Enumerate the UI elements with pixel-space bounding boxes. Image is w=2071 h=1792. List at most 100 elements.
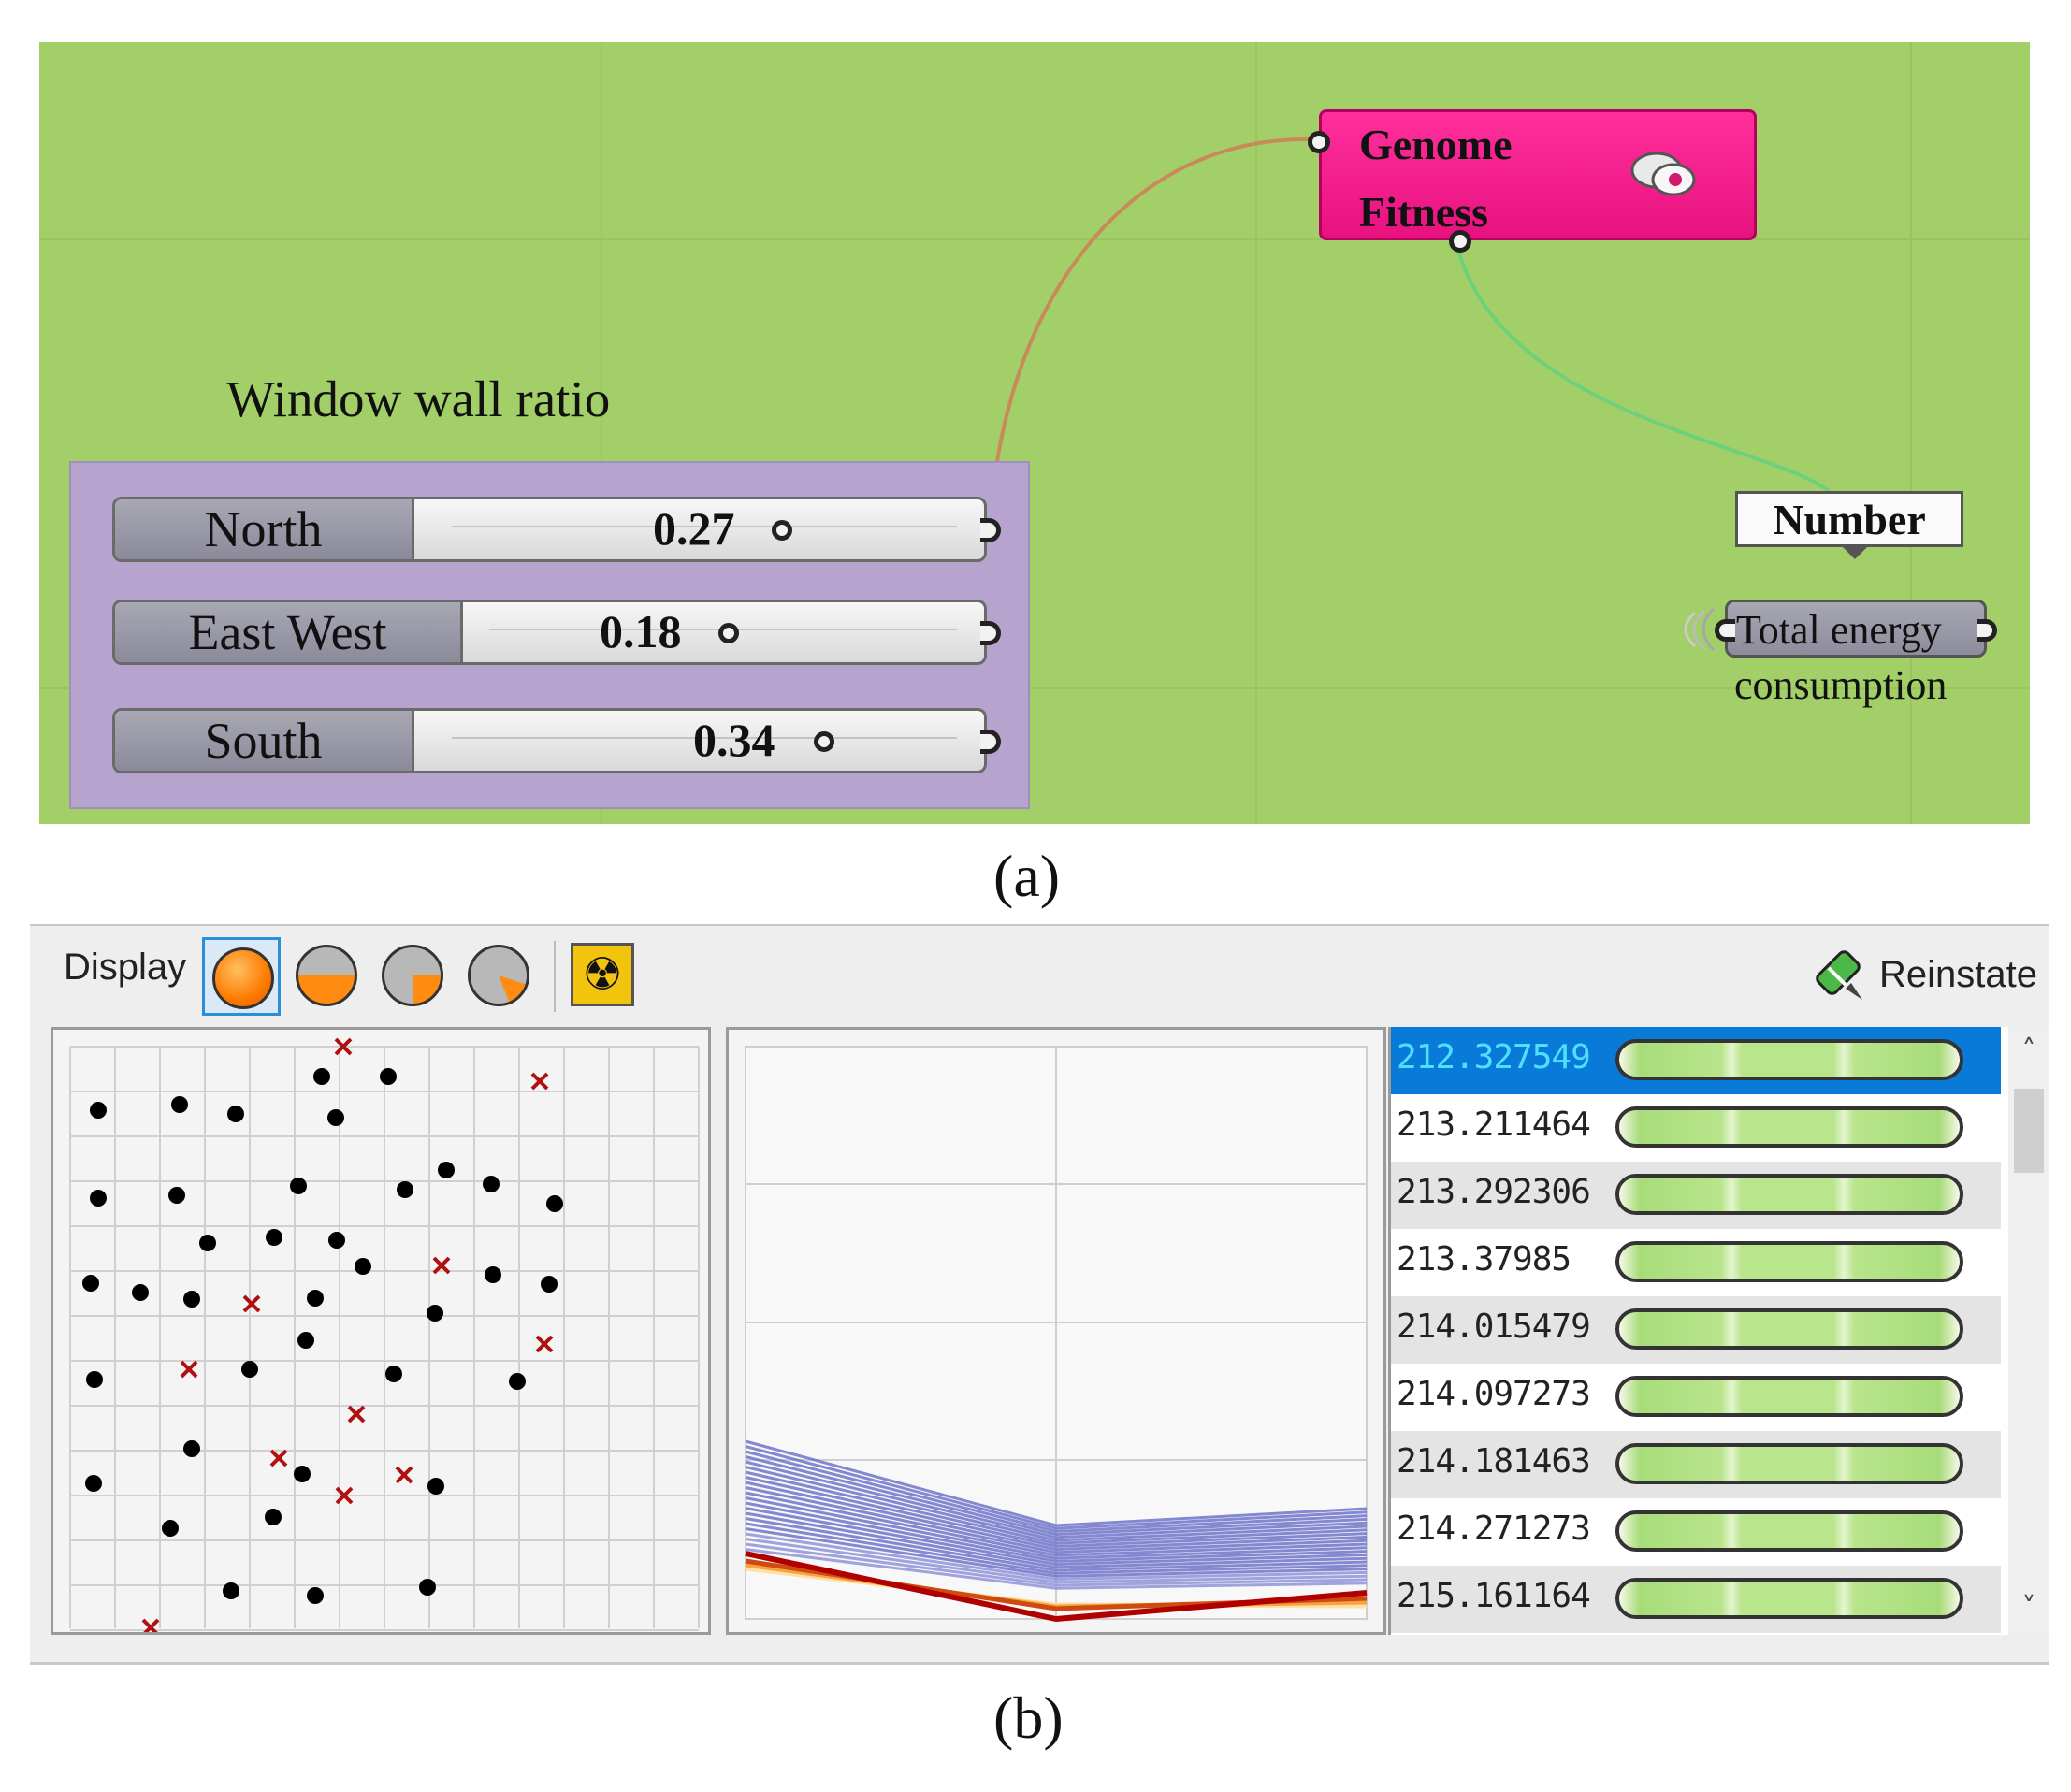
genome-dot bbox=[199, 1235, 216, 1251]
display-label: Display bbox=[64, 947, 187, 988]
slider-value: 0.34 bbox=[693, 714, 775, 766]
display-three-quarter-button[interactable] bbox=[288, 937, 367, 1016]
scroll-down-button[interactable]: ˅ bbox=[2021, 1592, 2036, 1625]
half-icon bbox=[382, 945, 443, 1006]
list-item[interactable]: 214.181463 bbox=[1391, 1431, 2001, 1498]
list-item[interactable]: 214.015479 bbox=[1391, 1296, 2001, 1364]
fitness-history-line bbox=[745, 1450, 1368, 1533]
genome-dot bbox=[290, 1178, 307, 1194]
list-item[interactable]: 215.161164 bbox=[1391, 1566, 2001, 1633]
east-west-slider[interactable]: East West 0.18 bbox=[112, 600, 1001, 665]
slider-grip[interactable] bbox=[772, 520, 792, 541]
slider-track bbox=[452, 737, 957, 739]
scroll-thumb[interactable] bbox=[2014, 1089, 2044, 1173]
input-port[interactable] bbox=[1715, 619, 1735, 642]
fitness-history-line bbox=[745, 1496, 1368, 1560]
genome-dot bbox=[485, 1266, 501, 1283]
output-port[interactable] bbox=[1977, 619, 1997, 642]
slider-grip[interactable] bbox=[718, 623, 739, 643]
fitness-value: 214.271273 bbox=[1397, 1510, 1591, 1548]
fitness-input-port[interactable] bbox=[1449, 230, 1471, 253]
genome-dot bbox=[438, 1162, 455, 1178]
list-item[interactable]: 213.37985 bbox=[1391, 1229, 2001, 1296]
genome-dot bbox=[355, 1258, 371, 1275]
genome-input-port[interactable] bbox=[1308, 131, 1330, 153]
genome-dot bbox=[85, 1475, 102, 1492]
fitness-history-line bbox=[745, 1445, 1368, 1530]
fitness-label: Fitness bbox=[1359, 188, 1488, 236]
genome-map bbox=[69, 1037, 700, 1637]
genome-dot bbox=[86, 1371, 103, 1388]
toolbar: Display ☢ Reinstate bbox=[30, 926, 2049, 1019]
list-item[interactable]: 212.327549 bbox=[1391, 1027, 2001, 1094]
genome-dot bbox=[168, 1187, 185, 1204]
slider-track bbox=[452, 526, 957, 527]
rejected-genome-marker bbox=[242, 1294, 261, 1313]
three-quarter-icon bbox=[296, 945, 357, 1006]
fitness-value: 214.181463 bbox=[1397, 1442, 1591, 1481]
display-full-button[interactable] bbox=[202, 937, 281, 1016]
genome-bar bbox=[1615, 1106, 1963, 1148]
genome-dot bbox=[427, 1305, 443, 1322]
genome-bar bbox=[1615, 1510, 1963, 1552]
genome-bar bbox=[1615, 1578, 1963, 1619]
genome-dot bbox=[509, 1373, 526, 1390]
fitness-history-line bbox=[745, 1548, 1368, 1590]
reinstate-label: Reinstate bbox=[1879, 953, 2037, 995]
grid-line bbox=[601, 42, 602, 824]
grasshopper-canvas[interactable]: Window wall ratio North 0.27 East West 0… bbox=[39, 42, 2030, 824]
list-item[interactable]: 214.271273 bbox=[1391, 1498, 2001, 1566]
fitness-value: 213.211464 bbox=[1397, 1106, 1591, 1144]
list-item[interactable]: 213.292306 bbox=[1391, 1162, 2001, 1229]
total-energy-node[interactable] bbox=[1715, 600, 1997, 658]
slider-group[interactable]: North 0.27 East West 0.18 South 0.34 bbox=[69, 461, 1030, 809]
genome-bar bbox=[1615, 1443, 1963, 1484]
best-fitness-line bbox=[745, 1551, 1368, 1623]
genome-dot bbox=[307, 1587, 324, 1604]
fitness-history-line bbox=[745, 1527, 1368, 1578]
wireless-icon bbox=[1684, 607, 1716, 652]
genome-dot bbox=[541, 1276, 558, 1293]
output-port[interactable] bbox=[980, 621, 1001, 645]
genome-bar bbox=[1615, 1039, 1963, 1080]
output-port[interactable] bbox=[980, 518, 1001, 542]
fitness-history-line bbox=[745, 1532, 1368, 1582]
scroll-up-button[interactable]: ˄ bbox=[2021, 1034, 2036, 1067]
radioactive-button[interactable]: ☢ bbox=[571, 943, 634, 1006]
display-half-button[interactable] bbox=[374, 937, 453, 1016]
number-tag-pointer bbox=[1840, 544, 1870, 559]
genome-dot bbox=[397, 1181, 413, 1198]
list-item[interactable]: 214.097273 bbox=[1391, 1364, 2001, 1431]
slider-value: 0.27 bbox=[653, 502, 735, 555]
scrollbar[interactable]: ˄ ˅ bbox=[2008, 1027, 2049, 1635]
fitness-history-line bbox=[745, 1538, 1368, 1584]
genome-list[interactable]: 212.327549 213.211464 213.292306 213.379… bbox=[1388, 1027, 2049, 1635]
list-item[interactable]: 213.211464 bbox=[1391, 1094, 2001, 1162]
rejected-genome-marker bbox=[335, 1486, 354, 1505]
fitness-history-line bbox=[745, 1460, 1368, 1539]
genome-bar bbox=[1615, 1174, 1963, 1215]
fitness-history-line bbox=[745, 1517, 1368, 1572]
galapagos-icon bbox=[1630, 152, 1696, 196]
south-slider[interactable]: South 0.34 bbox=[112, 708, 1001, 773]
grid-line bbox=[39, 687, 2030, 689]
slider-grip[interactable] bbox=[814, 731, 834, 752]
caption-a: (a) bbox=[993, 843, 1061, 909]
genome-dot bbox=[90, 1190, 107, 1207]
reinstate-button[interactable]: Reinstate bbox=[1804, 941, 2037, 1008]
total-energy-label: Total energy bbox=[1736, 607, 1942, 653]
fitness-history-line bbox=[745, 1511, 1368, 1569]
rejected-genome-marker bbox=[395, 1466, 413, 1484]
north-slider[interactable]: North 0.27 bbox=[112, 497, 1001, 562]
rejected-genome-marker bbox=[535, 1335, 554, 1353]
genome-map-panel[interactable] bbox=[51, 1027, 711, 1637]
display-quarter-button[interactable] bbox=[460, 937, 539, 1016]
consumption-label: consumption bbox=[1734, 662, 1948, 708]
genome-dot bbox=[307, 1290, 324, 1307]
fitness-graph-panel[interactable] bbox=[726, 1027, 1386, 1635]
output-port[interactable] bbox=[980, 730, 1001, 754]
fitness-history-line bbox=[745, 1507, 1368, 1567]
genome-fitness-component[interactable]: Genome Fitness bbox=[1308, 109, 1757, 253]
reinstate-icon bbox=[1816, 950, 1863, 1000]
genome-dot bbox=[183, 1291, 200, 1308]
